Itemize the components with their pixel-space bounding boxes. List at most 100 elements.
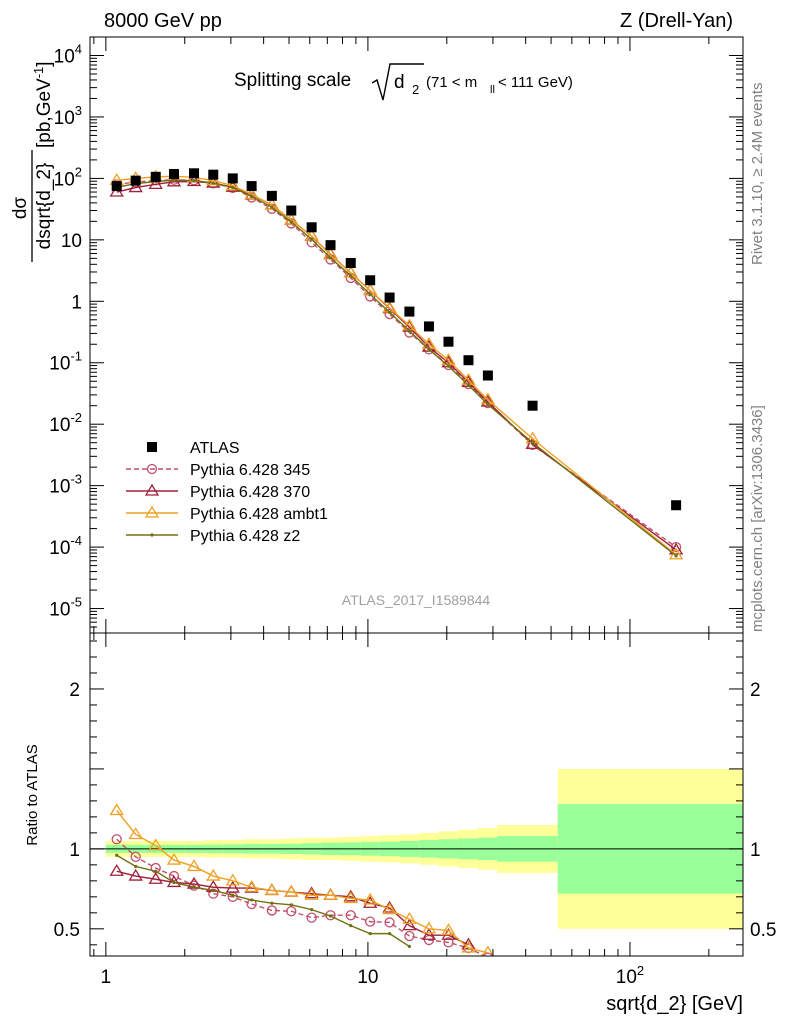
- main-pythia-6-428-ambt1-point: [264, 197, 280, 210]
- main-atlas-point: [671, 500, 682, 511]
- ratio-pythia-6-428-ambt1-point: [206, 868, 221, 881]
- y-tick-exponent: 2: [75, 164, 82, 179]
- main-atlas-point: [384, 292, 395, 303]
- x-axis-label: sqrt{d_2} [GeV]: [606, 993, 743, 1015]
- main-pythia-6-428-z2-point: [486, 402, 490, 406]
- main-pythia-6-428-z2-point: [328, 256, 333, 260]
- title-cut: (71 < m: [426, 74, 477, 91]
- main-y-tick-label: 10-4: [49, 533, 82, 559]
- ratio-pythia-6-428-ambt1-point: [186, 859, 202, 872]
- y-tick-exponent: -4: [70, 533, 82, 548]
- ratio-pythia-6-428-345-point: [266, 905, 278, 916]
- main-y-tick-label: 103: [54, 103, 82, 129]
- y-tick-exponent: -2: [70, 410, 82, 425]
- ratio-y-tick-label: 1: [69, 840, 80, 861]
- main-atlas-point: [306, 222, 317, 233]
- ratio-pythia-6-428-370-point: [461, 937, 476, 950]
- ratio-pythia-6-428-345-point: [286, 906, 297, 917]
- ratio-pythia-6-428-z2-point: [192, 885, 196, 889]
- ratio-pythia-6-428-z2-point: [349, 924, 353, 928]
- legend-entry: Pythia 6.428 370: [126, 483, 310, 501]
- y-tick-exponent: 4: [75, 41, 82, 56]
- ratio-pythia-6-428-ambt1-point: [225, 873, 240, 886]
- main-atlas-point: [150, 171, 161, 182]
- ratio-pythia-6-428-345-point: [345, 910, 356, 921]
- ratio-pythia-6-428-z2-point: [368, 932, 372, 936]
- ratio-pythia-6-428-ambt1-point: [441, 923, 456, 936]
- main-pythia-6-428-370-point: [128, 180, 143, 193]
- header-right: Z (Drell-Yan): [620, 10, 733, 32]
- main-y-tick-label: 10-2: [49, 410, 82, 436]
- legend-marker: [147, 442, 157, 452]
- legend-marker: [144, 505, 160, 518]
- ratio-pythia-6-428-z2-point: [231, 893, 235, 897]
- ratio-pythia-6-428-ambt1-point: [109, 803, 124, 816]
- ratio-pythia-6-428-345-point: [443, 937, 454, 948]
- y-tick-base: 10: [54, 169, 75, 190]
- ratio-pythia-6-428-z2-point: [270, 901, 274, 905]
- main-pythia-6-428-ambt1-point: [244, 187, 259, 200]
- main-pythia-6-428-ambt1-line: [116, 175, 677, 556]
- ratio-uncertainty-bands: [90, 768, 743, 929]
- main-pythia-6-428-z2-point: [446, 364, 451, 368]
- main-pythia-6-428-ambt1-point: [441, 352, 456, 365]
- ratio-pythia-6-428-370-point: [109, 863, 124, 876]
- ratio-pythia-6-428-z2-point: [310, 908, 314, 912]
- ratio-pythia-6-428-370-point: [166, 875, 182, 888]
- legend-label: Pythia 6.428 370: [190, 484, 310, 501]
- title-variable-sub: 2: [412, 82, 419, 97]
- ratio-pythia-6-428-345-point: [111, 834, 122, 845]
- main-pythia-6-428-z2-point: [466, 383, 471, 387]
- y-tick-exponent: -1: [70, 349, 82, 364]
- main-pythia-6-428-z2-point: [427, 347, 431, 351]
- main-atlas-point: [423, 321, 434, 332]
- ratio-pythia-6-428-345-point: [384, 917, 395, 928]
- main-y-axis-label: dσ dsqrt{d_2} [pb,GeV-1]: [10, 61, 55, 262]
- ratio-pythia-6-428-z2-point: [115, 853, 119, 857]
- title-variable: d: [394, 72, 405, 93]
- main-pythia-6-428-z2-point: [172, 178, 176, 182]
- main-y-tick-label: 10-1: [49, 349, 82, 375]
- main-atlas-point: [286, 205, 297, 216]
- ratio-pythia-6-428-ambt1-point: [128, 827, 143, 840]
- ratio-pythia-6-428-370-line: [116, 870, 469, 946]
- rivet-version-label: Rivet 3.1.10, ≥ 2.4M events: [749, 83, 766, 266]
- legend-entry: Pythia 6.428 ambt1: [126, 505, 328, 523]
- main-atlas-point: [227, 173, 238, 184]
- ratio-y-axis-label: Ratio to ATLAS: [24, 744, 41, 845]
- ratio-plot-frame: [89, 632, 744, 957]
- ratio-pythia-6-428-370-point: [304, 886, 319, 899]
- plot-title: Splitting scale d 2 (71 < m ll < 111 GeV…: [234, 63, 573, 101]
- ratio-y-tick-label-right: 0.5: [750, 920, 776, 941]
- main-atlas-point: [527, 400, 538, 411]
- main-atlas-point: [111, 181, 122, 192]
- sqrt-sign-icon: [371, 63, 424, 101]
- legend: ATLAS Pythia 6.428 345 Pythia 6.428 370 Pyt…: [126, 440, 328, 545]
- main-atlas-point: [404, 306, 415, 317]
- main-pythia-6-428-z2-point: [250, 194, 254, 198]
- legend-marker: [146, 463, 158, 475]
- y-tick-exponent: -5: [70, 595, 82, 610]
- main-y-tick-label: 10-3: [49, 472, 82, 498]
- main-atlas-point: [130, 175, 141, 186]
- legend-label: ATLAS: [190, 440, 240, 457]
- main-series-layer: [109, 168, 684, 560]
- ratio-pythia-6-428-ambt1-point: [284, 884, 299, 897]
- ratio-pythia-6-428-z2-point: [134, 864, 138, 869]
- ylabel-unit: [pb,GeV-1]: [31, 61, 55, 148]
- mcplots-reference-label: mcplots.cern.ch [arXiv:1306.3436]: [749, 405, 766, 632]
- main-y-tick-label: 10-5: [49, 595, 82, 621]
- y-tick-exponent: 3: [75, 103, 82, 118]
- ylabel-numerator: dσ: [10, 197, 31, 220]
- legend-entry: Pythia 6.428 345: [126, 462, 310, 479]
- legend-label: Pythia 6.428 ambt1: [190, 506, 328, 523]
- ratio-pythia-6-428-345-point: [482, 952, 493, 956]
- ratio-pythia-6-428-370-point: [148, 871, 163, 884]
- title-cut-end: < 111 GeV): [498, 74, 573, 91]
- y-tick-base: 10: [49, 538, 70, 559]
- main-pythia-6-428-z2-point: [407, 329, 412, 333]
- main-pythia-6-428-z2-point: [368, 292, 372, 296]
- ratio-pythia-6-428-z2-point: [154, 869, 158, 873]
- y-tick-exponent: -3: [70, 472, 82, 487]
- main-pythia-6-428-z2-point: [349, 274, 353, 278]
